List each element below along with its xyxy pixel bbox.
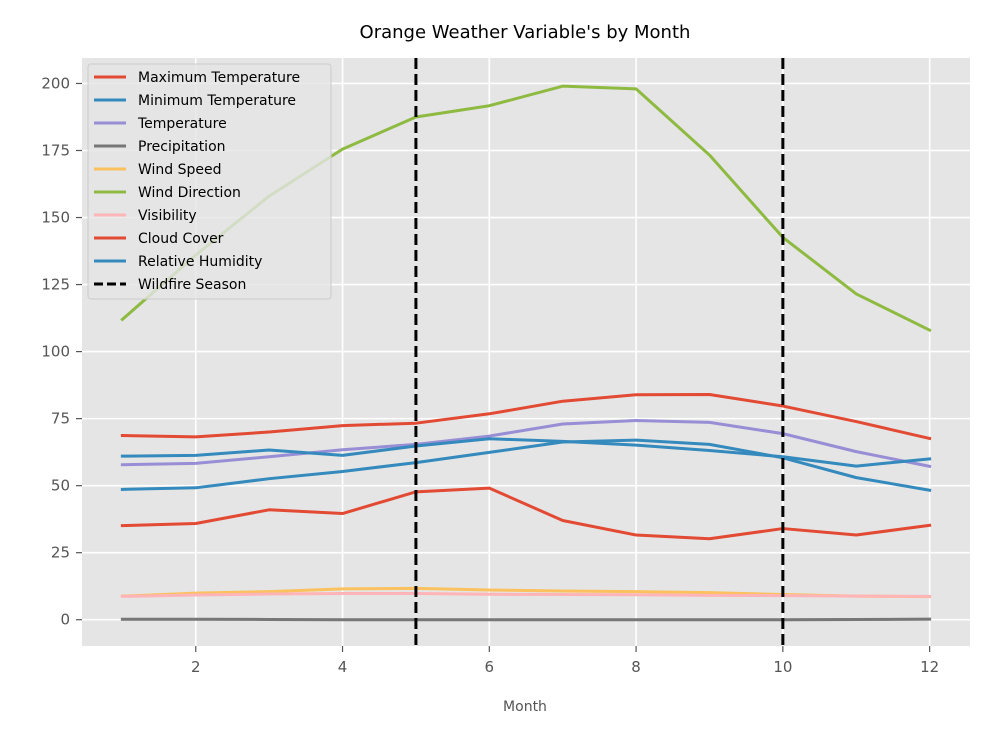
legend-label: Cloud Cover <box>138 231 224 247</box>
y-tick-label: 200 <box>41 74 70 92</box>
y-tick-label: 50 <box>51 477 70 495</box>
y-tick-label: 125 <box>41 276 70 294</box>
series-line-precipitation <box>120 617 932 622</box>
y-tick-label: 75 <box>51 410 70 428</box>
legend-label: Wildfire Season <box>138 277 246 293</box>
legend-label: Relative Humidity <box>138 254 262 270</box>
legend-label: Wind Speed <box>138 162 222 178</box>
legend: Maximum Temperature Minimum Temperature Te… <box>87 63 332 300</box>
legend-label: Minimum Temperature <box>138 93 296 109</box>
legend-label: Temperature <box>137 116 227 132</box>
x-tick-label: 10 <box>773 658 792 676</box>
y-tick-label: 150 <box>41 209 70 227</box>
y-tick-label: 175 <box>41 142 70 160</box>
y-tick-label: 100 <box>41 343 70 361</box>
series-line-temperature <box>120 419 932 469</box>
legend-label: Precipitation <box>138 139 226 155</box>
x-tick-label: 12 <box>920 658 939 676</box>
x-tick-label: 6 <box>485 658 495 676</box>
legend-label: Wind Direction <box>138 185 241 201</box>
series-line-minimum-temperature <box>120 438 932 492</box>
series-line-visibility <box>120 591 932 598</box>
series-line-relative-humidity <box>120 437 932 468</box>
x-tick-label: 8 <box>631 658 641 676</box>
legend-label: Visibility <box>138 208 197 224</box>
chart-title: Orange Weather Variable's by Month <box>360 22 691 43</box>
x-axis-label: Month <box>503 699 547 715</box>
axis-ticks: 2 4 6 8 10 12 0 25 50 75 100 125 150 175 200 <box>41 74 939 676</box>
y-tick-label: 0 <box>60 611 70 629</box>
series-line-maximum-temperature <box>120 393 932 441</box>
series-line-cloud-cover <box>120 486 932 541</box>
x-tick-label: 4 <box>338 658 348 676</box>
x-tick-label: 2 <box>191 658 201 676</box>
wildfire-season-lines <box>414 58 785 646</box>
legend-label: Maximum Temperature <box>138 70 300 86</box>
y-tick-label: 25 <box>51 544 70 562</box>
legend-box <box>87 63 332 300</box>
